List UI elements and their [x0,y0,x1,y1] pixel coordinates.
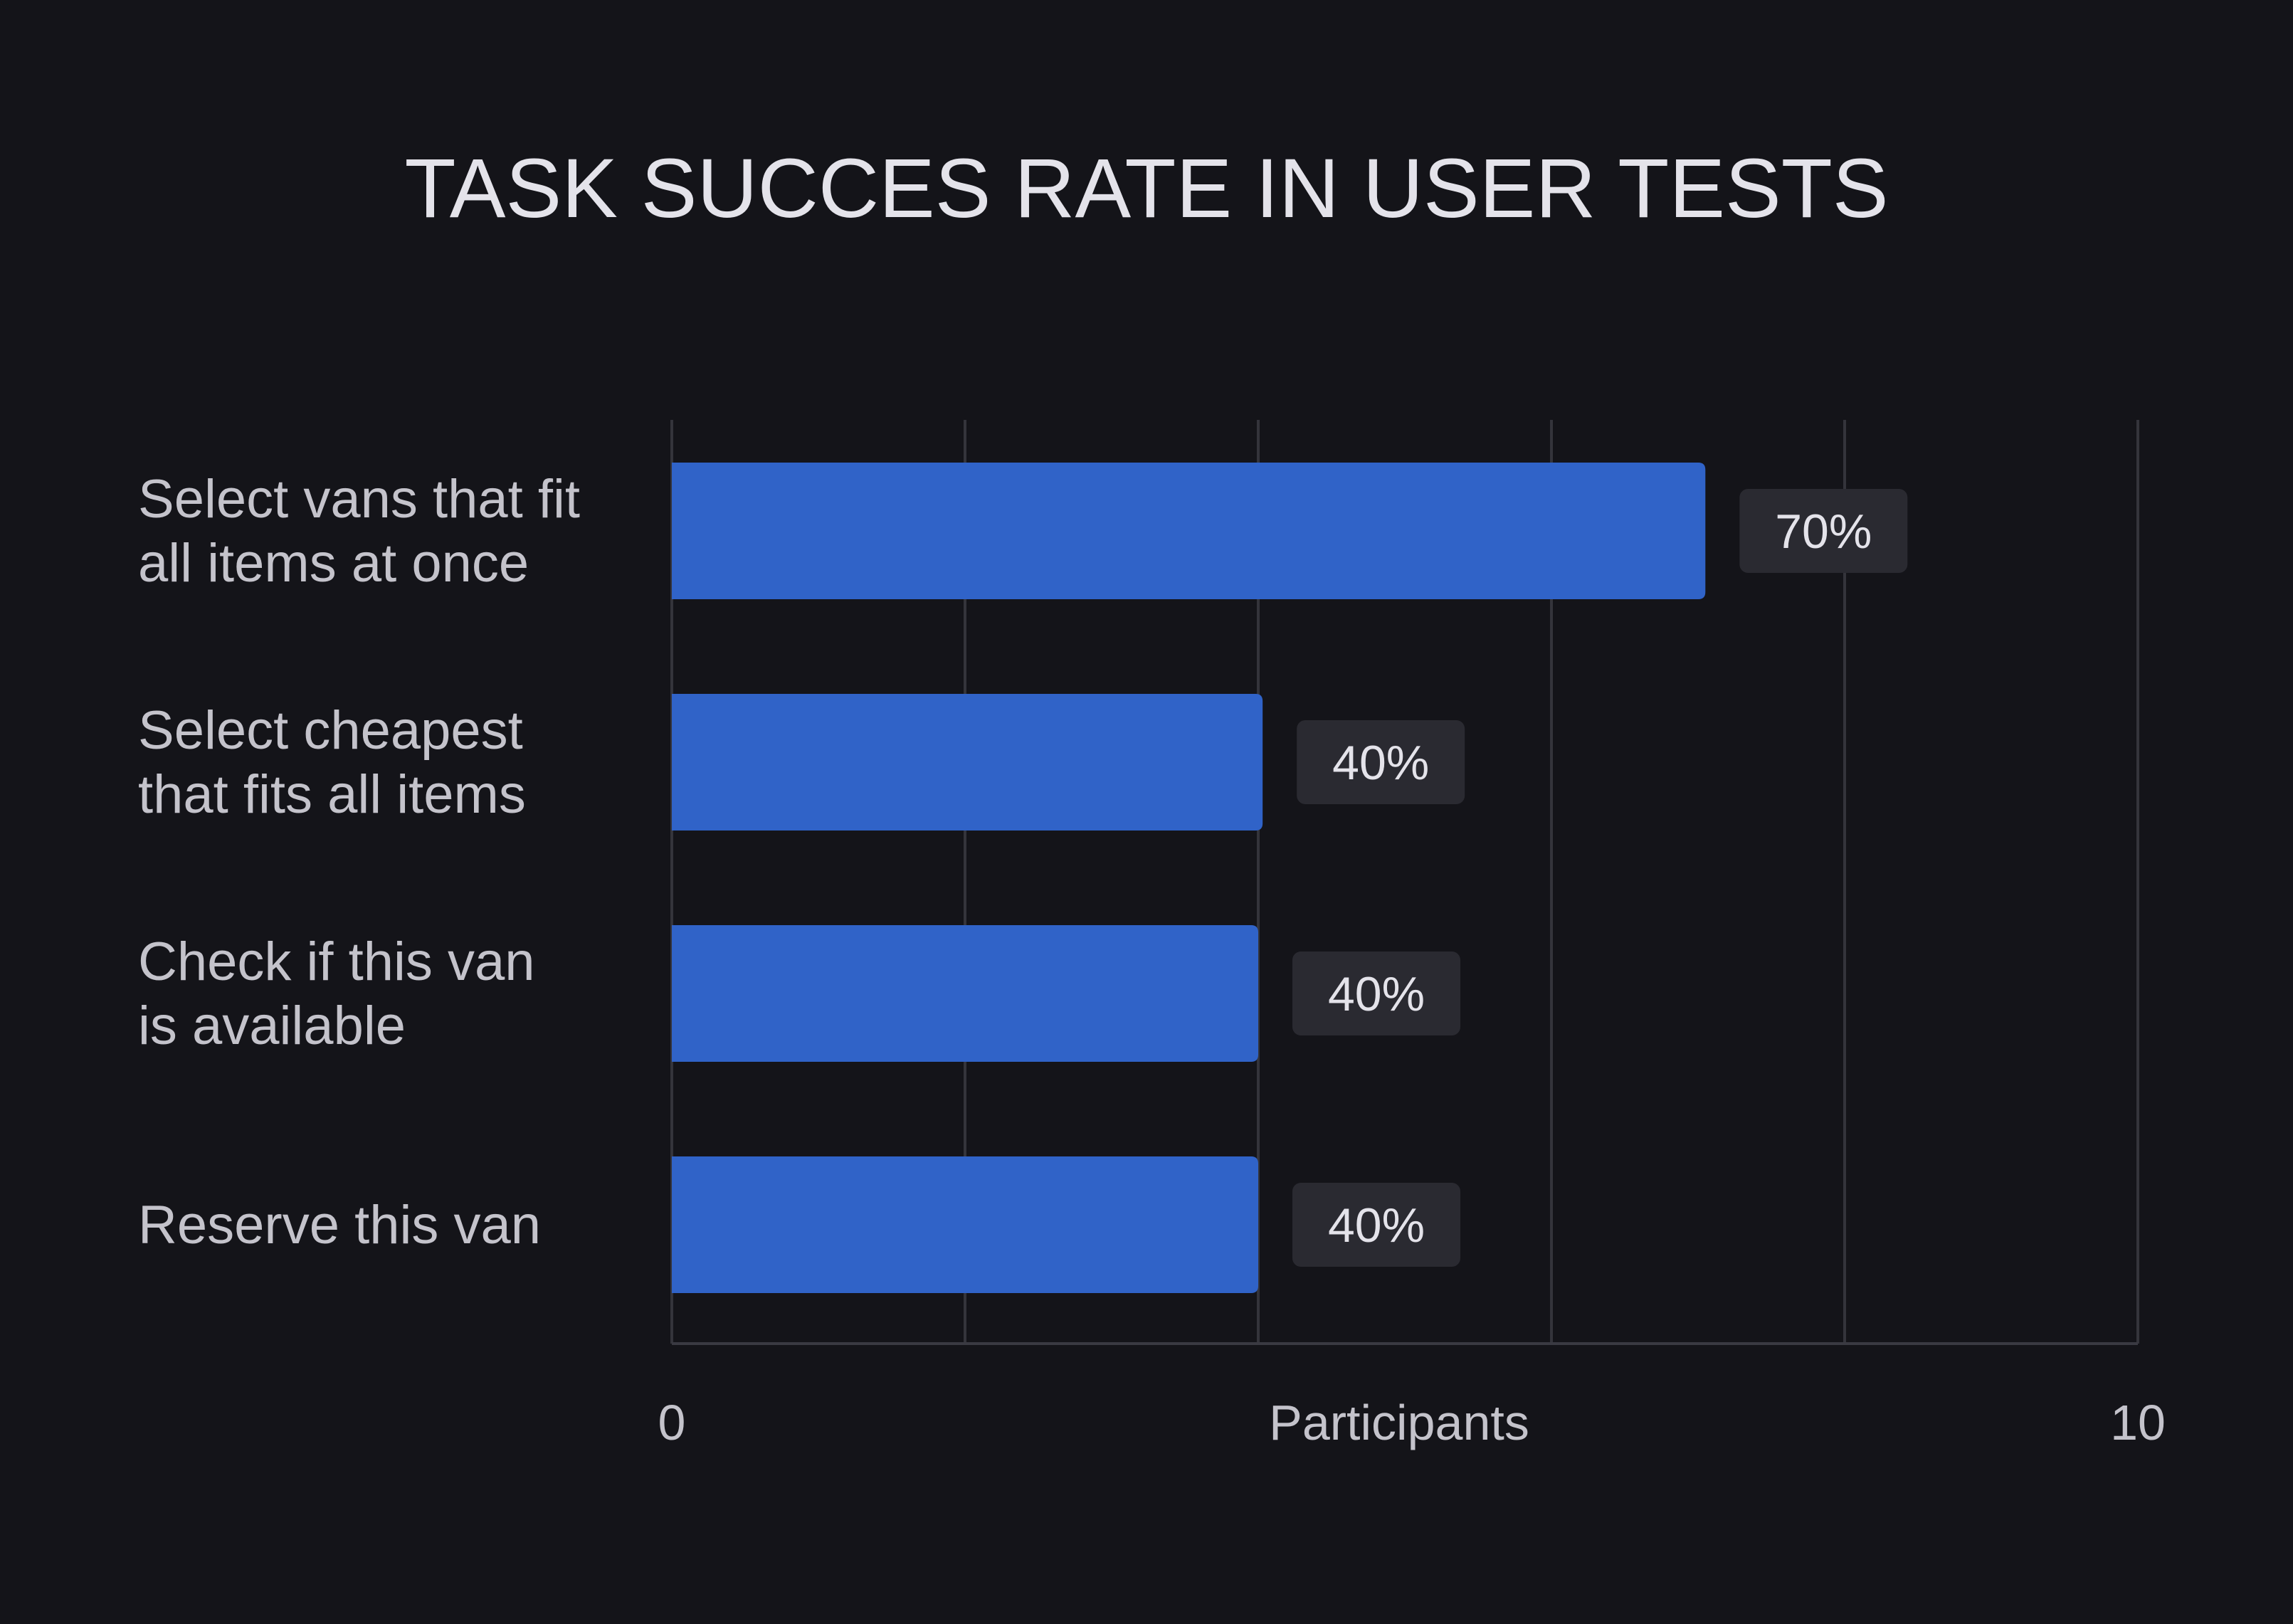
category-label-1: Select cheapest that fits all items [138,700,526,825]
category-label-1-line-1: that fits all items [138,764,526,825]
value-label-box-0 [1739,489,1908,573]
bars [672,463,1706,1293]
category-label-2-line-0: Check if this van [138,932,535,992]
category-label-2: Check if this van is available [138,932,535,1056]
bar-1 [672,694,1263,831]
bar-2 [672,925,1258,1062]
value-labels: 70% 40% 40% 40% [1292,489,1908,1267]
x-tick-label-0: 0 [658,1395,686,1450]
value-label-2: 40% [1328,967,1425,1021]
value-label-3: 40% [1328,1198,1425,1253]
category-label-0: Select vans that fit all items at once [138,469,580,594]
category-label-0-line-0: Select vans that fit [138,469,580,529]
category-label-3: Reserve this van [138,1195,541,1255]
x-axis-title: Participants [1269,1395,1529,1450]
x-axis-ticks: 0 10 [658,1395,2166,1450]
value-label-1: 40% [1332,736,1429,790]
bar-0 [672,463,1706,599]
category-label-0-line-1: all items at once [138,533,529,594]
category-label-1-line-0: Select cheapest [138,700,523,761]
value-label-0: 70% [1775,505,1872,559]
category-label-3-line-0: Reserve this van [138,1195,541,1255]
value-label-box-3 [1292,1183,1460,1267]
value-label-box-2 [1292,951,1460,1035]
value-label-box-1 [1297,720,1465,804]
category-labels: Select vans that fit all items at onceSel… [138,469,580,1255]
bar-3 [672,1156,1258,1293]
category-label-2-line-1: is available [138,996,406,1056]
x-tick-label-1: 10 [2110,1395,2166,1450]
chart-title: TASK SUCCES RATE IN USER TESTS [404,142,1888,236]
